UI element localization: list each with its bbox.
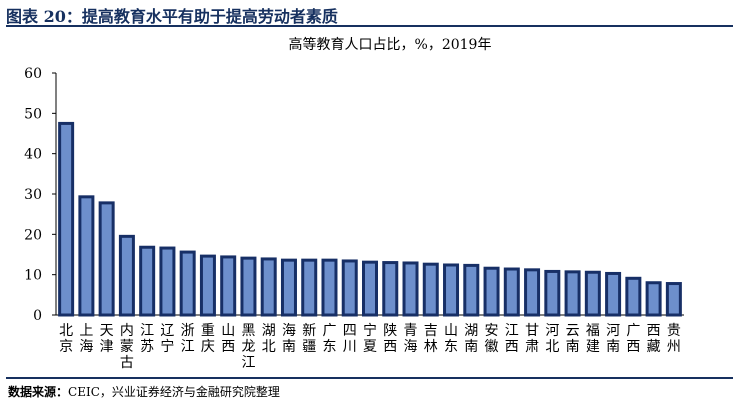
x-tick-label: 江西 [505, 323, 519, 355]
y-axis-ticks: 0 10 20 30 40 50 60 [24, 66, 56, 324]
x-tick-label: 山东 [444, 323, 458, 355]
bar [362, 260, 378, 317]
bar [584, 270, 601, 317]
bar [645, 281, 662, 317]
x-tick-label: 福建 [586, 323, 600, 355]
bar [159, 246, 176, 317]
bar [98, 201, 115, 317]
bar [78, 195, 95, 317]
bar [625, 276, 642, 317]
bar [665, 282, 682, 317]
bar [402, 261, 419, 317]
bar-chart: 高等教育人口占比，%，2019年 0 10 20 30 40 50 60 北京上海天津内蒙古… [24, 36, 684, 371]
x-tick-label: 重庆 [201, 323, 215, 355]
y-tick-label: 20 [24, 227, 42, 243]
bar [118, 234, 135, 317]
bar [544, 269, 561, 317]
bar [321, 258, 338, 317]
bar [483, 266, 500, 317]
x-tick-label: 河南 [606, 323, 620, 355]
bars [58, 121, 682, 317]
bar [199, 254, 216, 317]
bar [564, 270, 581, 317]
y-tick-label: 0 [33, 308, 42, 324]
x-tick-label: 山西 [221, 323, 235, 355]
bar [422, 262, 439, 317]
bar [240, 256, 257, 317]
y-tick-label: 30 [24, 187, 42, 203]
x-tick-label: 新疆 [302, 323, 316, 355]
y-tick-label: 10 [24, 268, 42, 284]
source-text: CEIC，兴业证券经济与金融研究院整理 [68, 385, 280, 399]
x-tick-label: 浙江 [181, 323, 195, 355]
x-tick-label: 广西 [626, 323, 640, 355]
x-tick-label: 甘肃 [525, 323, 539, 355]
x-tick-label: 北京 [59, 323, 73, 355]
x-tick-label: 内蒙古 [120, 323, 134, 371]
bar [280, 258, 297, 317]
x-tick-label: 辽宁 [160, 323, 174, 355]
bar [443, 263, 460, 317]
source-note: 数据来源：CEIC，兴业证券经济与金融研究院整理 [8, 383, 280, 400]
x-tick-label: 湖南 [464, 323, 478, 355]
x-tick-label: 四川 [343, 323, 357, 355]
bar [382, 261, 399, 317]
title-rule [6, 25, 733, 27]
x-tick-label: 安徽 [485, 323, 499, 355]
chart-title: 高等教育人口占比，%，2019年 [289, 36, 492, 53]
bar [503, 267, 520, 317]
x-tick-label: 宁夏 [363, 322, 377, 355]
bar [341, 259, 358, 317]
source-rule [6, 377, 733, 379]
y-tick-label: 40 [24, 147, 42, 163]
bar [260, 257, 277, 317]
x-tick-label: 吉林 [424, 323, 438, 355]
bar [139, 245, 156, 317]
source-label: 数据来源： [8, 385, 69, 399]
x-tick-label: 河北 [545, 323, 559, 355]
bar [58, 121, 75, 317]
bar [524, 268, 541, 317]
bar [605, 271, 622, 317]
x-tick-label: 江苏 [140, 323, 154, 355]
bar [179, 250, 196, 317]
x-tick-label: 黑龙江 [241, 323, 255, 371]
figure-title: 图表 20：提高教育水平有助于提高劳动者素质 [6, 7, 338, 26]
bar [463, 263, 480, 317]
x-tick-label: 西藏 [647, 323, 661, 355]
y-tick-label: 50 [24, 106, 42, 122]
x-tick-label: 广东 [322, 323, 336, 355]
x-tick-label: 陕西 [383, 323, 397, 355]
x-tick-label: 湖北 [262, 323, 276, 355]
x-tick-label: 天津 [100, 323, 114, 355]
x-tick-label: 贵州 [667, 323, 681, 355]
x-tick-label: 青海 [404, 323, 418, 355]
bar [220, 255, 237, 317]
x-tick-label: 云南 [566, 323, 580, 355]
y-tick-label: 60 [24, 66, 42, 82]
x-tick-label: 上海 [79, 323, 93, 355]
x-tick-label: 海南 [282, 323, 296, 355]
bar [301, 258, 318, 317]
x-axis-labels: 北京上海天津内蒙古江苏辽宁浙江重庆山西黑龙江湖北海南新疆广东四川宁夏陕西青海吉林… [59, 322, 681, 371]
